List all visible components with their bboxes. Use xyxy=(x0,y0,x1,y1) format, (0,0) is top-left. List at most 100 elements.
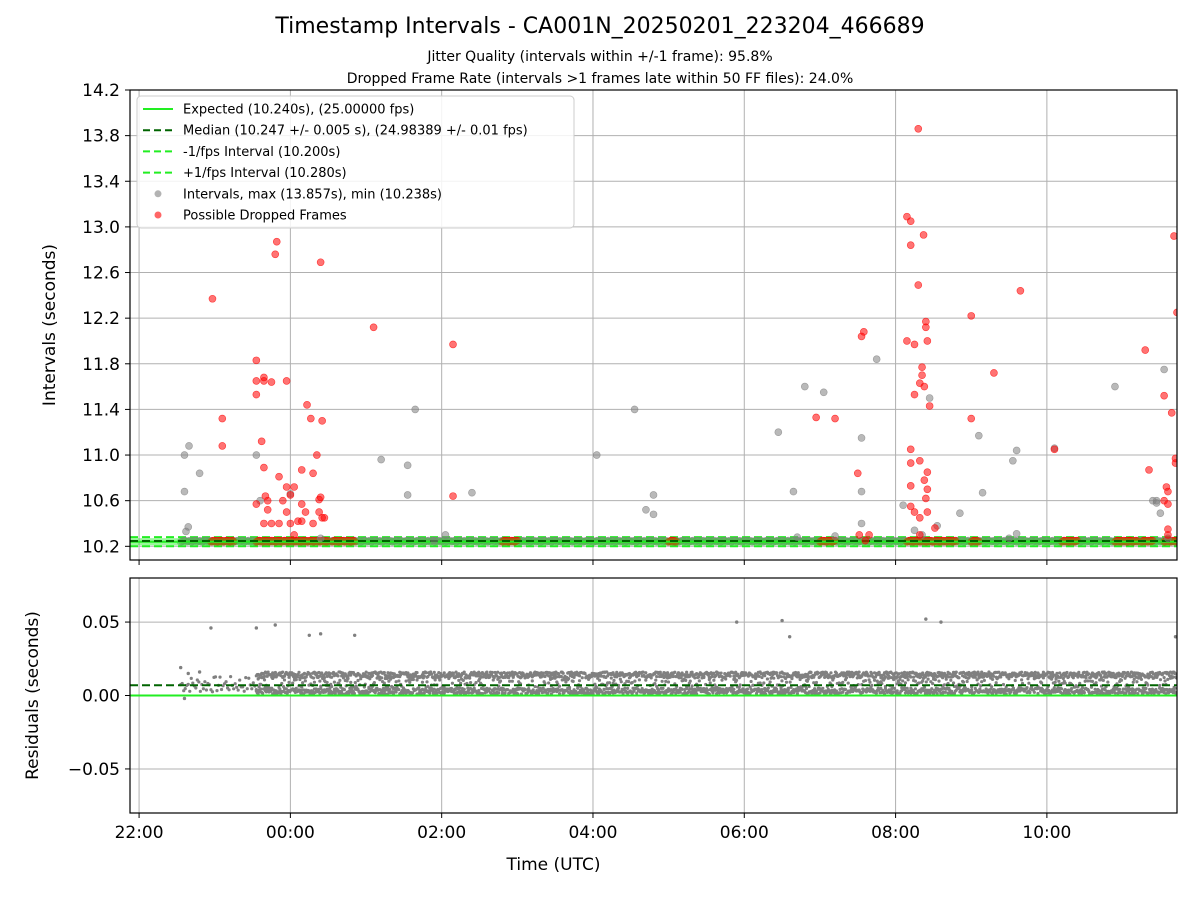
residual-outlier-point xyxy=(186,671,190,676)
residual-point xyxy=(834,689,839,693)
dropped-frame-point xyxy=(1145,466,1153,474)
residual-outlier-point xyxy=(1173,635,1177,639)
dropped-frame-point xyxy=(303,401,311,409)
residual-point xyxy=(301,681,305,685)
residual-point xyxy=(442,671,446,675)
residual-point xyxy=(1119,678,1124,682)
interval-point xyxy=(649,510,658,519)
residual-point xyxy=(510,670,514,674)
residual-point xyxy=(1130,674,1134,679)
dropped-frame-point xyxy=(263,506,272,514)
residual-point xyxy=(368,690,372,694)
dropped-frame-point xyxy=(910,508,919,516)
residual-point xyxy=(188,689,192,693)
residual-point xyxy=(710,674,714,679)
residual-point xyxy=(498,675,502,679)
residual-point xyxy=(806,677,810,681)
residual-point xyxy=(380,676,384,680)
residual-point xyxy=(394,680,398,684)
residuals-plot-area xyxy=(130,617,1177,701)
residual-point xyxy=(262,678,267,682)
residual-point xyxy=(1110,690,1114,695)
residual-point xyxy=(688,679,692,683)
residual-point xyxy=(989,687,993,691)
residual-point xyxy=(948,672,952,676)
residual-point xyxy=(247,676,251,680)
residual-point xyxy=(728,674,732,678)
residual-point xyxy=(980,670,984,674)
dropped-frame-point xyxy=(906,459,915,467)
residual-point xyxy=(1086,679,1090,683)
residual-point xyxy=(630,680,634,685)
residual-point xyxy=(308,672,312,676)
dropped-frame-point xyxy=(449,340,457,349)
residual-point xyxy=(577,679,582,683)
residual-point xyxy=(660,679,664,683)
residual-point xyxy=(931,682,935,686)
residual-point xyxy=(291,681,295,685)
residual-point xyxy=(1171,675,1175,679)
residual-point xyxy=(1076,675,1080,679)
dropped-frame-point xyxy=(910,340,919,349)
residual-point xyxy=(970,688,974,692)
residual-point xyxy=(738,683,742,687)
residual-point xyxy=(197,680,201,684)
residual-point xyxy=(1082,670,1086,675)
residual-point xyxy=(359,677,363,681)
residual-point xyxy=(564,680,568,684)
residual-point xyxy=(837,681,841,685)
residual-point xyxy=(580,676,584,680)
residual-point xyxy=(480,692,484,696)
residual-point xyxy=(913,687,918,691)
residual-outlier-point xyxy=(924,617,928,621)
residual-point xyxy=(546,691,550,695)
residual-point xyxy=(451,671,455,675)
residual-point xyxy=(673,670,677,674)
dropped-frame-point xyxy=(906,502,915,511)
residual-point xyxy=(342,688,346,692)
residual-point xyxy=(438,678,442,682)
residual-point xyxy=(461,678,465,682)
legend-entry-1: Median (10.247 +/- 0.005 s), (24.98389 +… xyxy=(183,124,528,139)
residual-point xyxy=(251,681,255,685)
dropped-frame-point xyxy=(318,417,326,425)
residual-point xyxy=(1115,686,1119,690)
residual-point xyxy=(368,677,372,681)
residual-point xyxy=(897,672,901,676)
residual-point xyxy=(1054,677,1058,681)
residual-outlier-point xyxy=(197,670,202,674)
residual-point xyxy=(262,674,267,678)
residual-point xyxy=(588,688,593,692)
residual-point xyxy=(567,685,572,690)
residual-point xyxy=(909,675,913,679)
residual-point xyxy=(597,678,602,682)
residual-point xyxy=(935,692,939,696)
residual-point xyxy=(213,675,218,679)
residual-point xyxy=(906,678,910,682)
ytick-label-top-0: 10.2 xyxy=(82,537,120,557)
residual-point xyxy=(758,681,762,685)
residual-point xyxy=(1013,678,1017,683)
residual-outlier-point xyxy=(182,696,187,701)
intervals-ylabel: Intervals (seconds) xyxy=(40,244,60,406)
residual-point xyxy=(1114,675,1118,679)
residual-point xyxy=(236,688,240,692)
residual-point xyxy=(541,671,545,675)
residual-point xyxy=(720,678,724,682)
residual-point xyxy=(235,685,239,689)
residual-point xyxy=(428,691,432,695)
residual-point xyxy=(557,672,561,676)
residual-point xyxy=(902,670,907,674)
residual-point xyxy=(382,681,386,685)
ytick-label-top-8: 13.4 xyxy=(82,172,120,192)
dropped-frame-point xyxy=(931,524,939,532)
residual-point xyxy=(680,687,684,691)
residual-point xyxy=(933,678,937,682)
dropped-frame-point xyxy=(918,363,926,372)
residual-point xyxy=(883,675,888,679)
ytick-label-top-7: 13.0 xyxy=(82,218,120,238)
residual-point xyxy=(490,670,494,675)
dropped-frame-point xyxy=(260,519,268,528)
residual-point xyxy=(1011,686,1016,690)
